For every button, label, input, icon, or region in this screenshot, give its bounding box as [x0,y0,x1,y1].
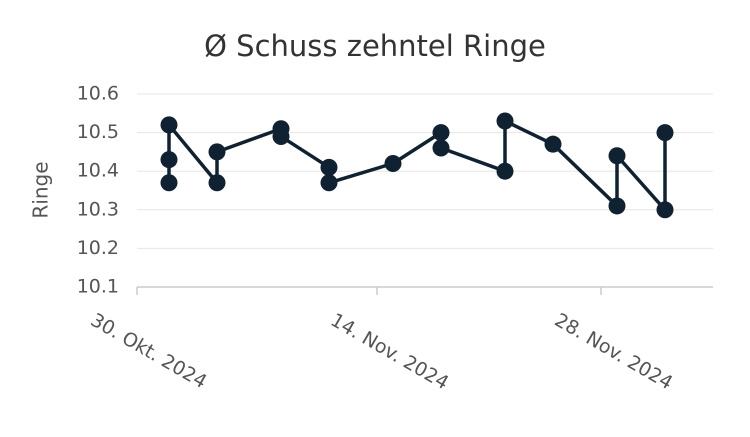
y-tick-label: 10.2 [77,237,119,259]
y-axis-label: Ringe [29,161,53,218]
x-tick-label: 30. Okt. 2024 [87,309,211,393]
point [432,124,450,142]
x-tick-label: 28. Nov. 2024 [551,309,677,394]
point [544,135,562,153]
y-tick-label: 10.4 [77,160,119,182]
point [208,174,226,192]
point [160,151,178,169]
point [160,116,178,134]
point [384,154,402,172]
point [160,174,178,192]
point [496,112,514,130]
chart-title: Ø Schuss zehntel Ringe [204,29,546,63]
point [656,124,674,142]
point [320,158,338,176]
point [208,143,226,161]
point [496,162,514,180]
point [608,147,626,165]
y-tick-label: 10.5 [77,121,119,143]
line [167,119,667,212]
y-tick-label: 10.6 [77,83,119,105]
point [432,139,450,157]
point [320,174,338,192]
point [272,127,290,145]
x-tick-label: 14. Nov. 2024 [327,309,453,394]
point [656,201,674,219]
y-tick-label: 10.3 [77,198,119,220]
y-tick-label: 10.1 [77,276,119,298]
point [608,197,626,215]
